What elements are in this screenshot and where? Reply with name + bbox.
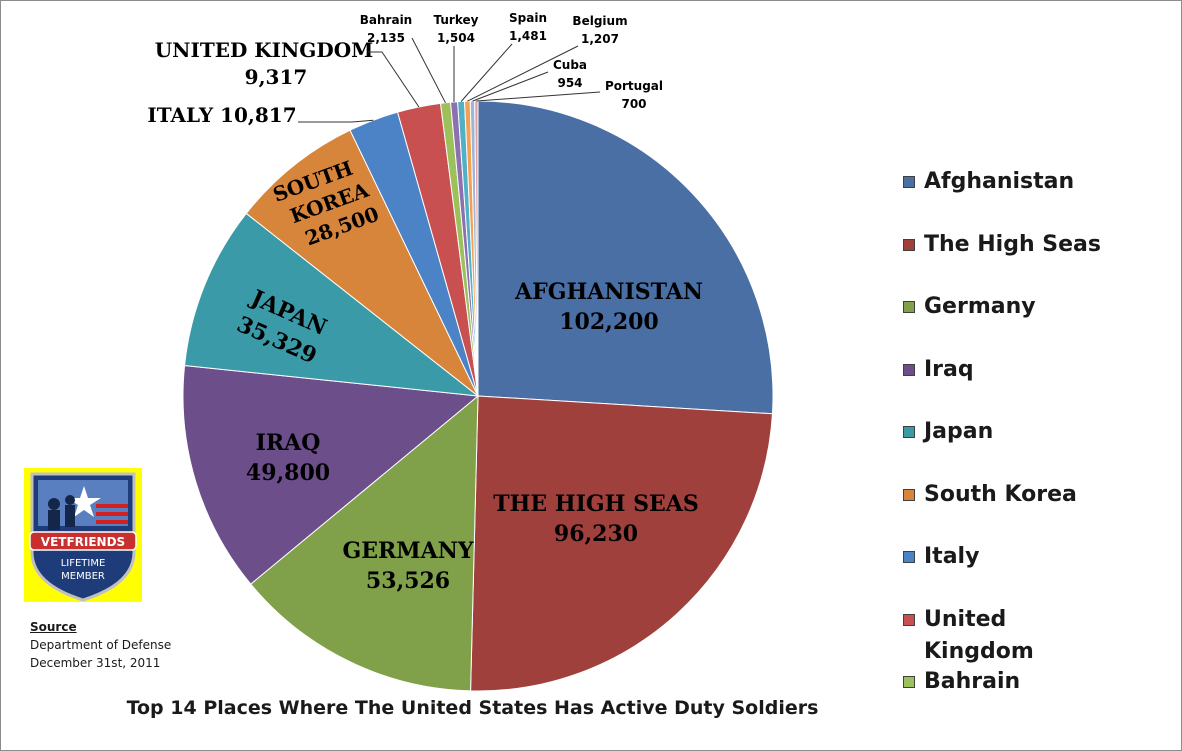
legend-label-the-high-seas: The High Seas [924, 231, 1101, 257]
slice-value-spain: 1,481 [509, 29, 547, 43]
slice-label-cuba: Cuba [553, 58, 587, 72]
slice-value-cuba: 954 [557, 76, 582, 90]
slice-label-afghanistan: AFGHANISTAN [514, 279, 703, 305]
slice-label-iraq: IRAQ [256, 430, 321, 456]
badge-line2: LIFETIME [61, 558, 106, 569]
slice-value-portugal: 700 [621, 97, 646, 111]
slice-value-afghanistan: 102,200 [559, 309, 659, 335]
legend-swatch-afghanistan [903, 176, 915, 188]
legend-item-afghanistan: Afghanistan [902, 166, 1172, 229]
source-line2: December 31st, 2011 [30, 656, 161, 670]
legend-item-japan: Japan [902, 416, 1172, 479]
chart-title: Top 14 Places Where The United States Ha… [126, 697, 819, 719]
slice-afghanistan [477, 100, 774, 415]
legend-swatch-iraq [903, 363, 915, 376]
slice-the-high-seas [470, 395, 773, 692]
slice-japan [184, 212, 480, 397]
legend-label-south-korea: South Korea [924, 481, 1077, 507]
legend-item-iraq: Iraq [902, 354, 1172, 417]
leader-bahrain [411, 37, 446, 104]
slice-value-turkey: 1,504 [437, 31, 475, 45]
slice-label-group-germany: GERMANY 53,526 [342, 538, 473, 594]
source-heading: Source [30, 620, 77, 634]
legend-label-afghanistan: Afghanistan [924, 169, 1075, 194]
slice-value-germany: 53,526 [366, 568, 450, 594]
slice-value-united-kingdom: 9,317 [245, 65, 308, 89]
leader-spain [460, 43, 513, 102]
legend-label-united-kingdom: United Kingdom [924, 606, 1034, 664]
slice-label-italy: ITALY 10,817 [147, 103, 296, 127]
legend-swatch-united-kingdom [903, 613, 915, 626]
legend-item-germany: Germany [902, 291, 1172, 354]
legend-item-south-korea: South Korea [902, 479, 1172, 542]
legend-label-bahrain: Bahrain [924, 669, 1021, 694]
source-line1: Department of Defense [30, 638, 172, 652]
slice-label-united-kingdom: UNITED KINGDOM [155, 38, 374, 62]
slice-label-germany: GERMANY [342, 538, 473, 564]
slice-value-iraq: 49,800 [246, 460, 330, 486]
chart-legend: Afghanistan The High Seas Germany Iraq Japan… [902, 166, 1172, 729]
slice-value-the-high-seas: 96,230 [554, 521, 638, 547]
badge-line3: MEMBER [61, 571, 105, 582]
legend-item-italy: Italy [902, 541, 1172, 604]
vetfriends-badge: VETFRIENDS LIFETIME MEMBER [24, 468, 142, 602]
slice-value-belgium: 1,207 [581, 32, 619, 46]
leader-italy [298, 119, 374, 123]
slice-iraq [182, 364, 480, 585]
leader-belgium [467, 45, 579, 102]
legend-label-italy: Italy [924, 544, 980, 569]
slice-germany [250, 394, 479, 692]
legend-swatch-japan [903, 426, 915, 438]
badge-line1: VETFRIENDS [41, 535, 125, 549]
legend-swatch-italy [903, 551, 915, 563]
legend-label-japan: Japan [924, 419, 994, 444]
slice-south-korea [245, 129, 479, 397]
legend-item-united-kingdom: United Kingdom [902, 604, 1172, 667]
slice-label-spain: Spain [509, 11, 547, 25]
leader-united-kingdom [368, 51, 420, 108]
legend-swatch-bahrain [903, 676, 915, 688]
slice-label-group-the-high-seas: THE HIGH SEAS 96,230 [493, 491, 699, 547]
leader-cuba [472, 71, 549, 102]
legend-swatch-south-korea [903, 488, 915, 501]
slice-label-belgium: Belgium [572, 14, 627, 28]
slice-label-portugal: Portugal [605, 79, 663, 93]
slice-label-bahrain: Bahrain [360, 13, 412, 27]
legend-label-iraq: Iraq [924, 356, 974, 382]
leader-portugal [476, 91, 601, 102]
legend-swatch-the-high-seas [903, 238, 915, 251]
slice-label-group-afghanistan: AFGHANISTAN 102,200 [514, 279, 703, 335]
source-note: Source Department of Defense December 31… [30, 618, 171, 672]
legend-item-the-high-seas: The High Seas [902, 229, 1172, 292]
slice-label-group-iraq: IRAQ 49,800 [246, 430, 330, 486]
legend-label-germany: Germany [924, 294, 1036, 319]
legend-swatch-germany [903, 301, 915, 313]
legend-item-bahrain: Bahrain [902, 666, 1172, 729]
slice-label-the-high-seas: THE HIGH SEAS [493, 491, 699, 517]
slice-label-turkey: Turkey [434, 13, 479, 27]
slice-value-bahrain: 2,135 [367, 31, 405, 45]
